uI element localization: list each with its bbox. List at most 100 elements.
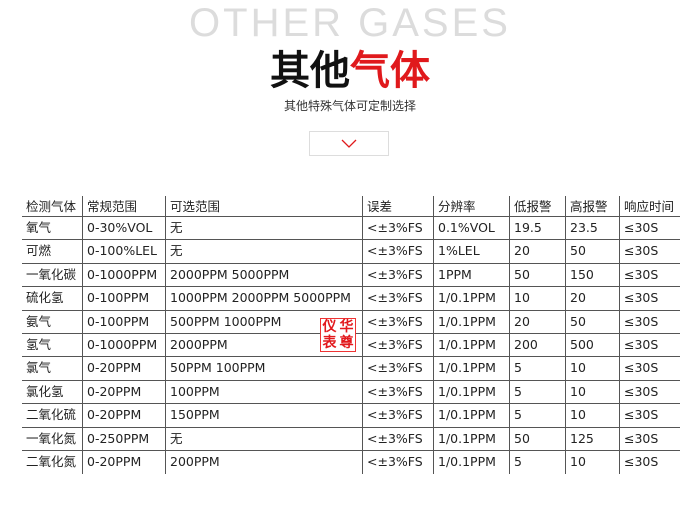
stamp-char: 华: [339, 319, 354, 335]
table-row: 氯气 0-20PPM 50PPM 100PPM <±3%FS 1/0.1PPM 5 10 ≤3…: [22, 357, 680, 381]
cell-text: <±3%FS: [367, 360, 423, 376]
table-cell: 氨气: [22, 310, 83, 333]
table-cell: 0-30%VOL: [83, 217, 166, 240]
table-cell: 5: [510, 380, 566, 404]
table-cell: 可燃: [22, 240, 83, 263]
cell-text: 氧气: [26, 220, 52, 235]
cell-text: 无: [170, 430, 183, 446]
cell-text: 50: [570, 313, 586, 329]
cell-text: 5: [514, 360, 522, 376]
cell-text: 20: [514, 243, 530, 259]
table-cell: <±3%FS: [363, 263, 434, 287]
table-cell: 0-100PPM: [83, 287, 166, 310]
table-cell: 1/0.1PPM: [434, 333, 510, 357]
cell-text: 0-100PPM: [87, 290, 150, 306]
table-cell: 0-1000PPM: [83, 263, 166, 287]
cell-text: 1/0.1PPM: [438, 430, 496, 446]
cell-text: 23.5: [570, 220, 598, 235]
table-cell: 1/0.1PPM: [434, 404, 510, 427]
table-cell: 5: [510, 450, 566, 475]
table-cell: 二氧化硫: [22, 404, 83, 427]
cell-text: 0-20PPM: [87, 453, 142, 469]
cell-text: 0.1%VOL: [438, 220, 495, 235]
cell-text: 5: [514, 383, 522, 399]
table-cell: 200: [510, 333, 566, 357]
table-cell: 500: [566, 333, 620, 357]
table-cell: 20: [566, 287, 620, 310]
cell-text: 50PPM 100PPM: [170, 360, 266, 376]
table-cell: 50PPM 100PPM: [166, 357, 363, 380]
table-row: 氧气 0-30%VOL 无 <±3%FS 0.1%VOL 19.5 23.5 ≤30S: [22, 217, 680, 241]
cell-text: 10: [570, 453, 586, 469]
cell-text: 1/0.1PPM: [438, 313, 496, 329]
table-cell: 1/0.1PPM: [434, 310, 510, 333]
table-cell: 2000PPM: [166, 333, 363, 357]
table-cell: 0-1000PPM: [83, 333, 166, 357]
column-header-cell: 误差: [363, 196, 434, 216]
cell-text: ≤30S: [624, 220, 659, 235]
cell-text: <±3%FS: [367, 266, 423, 282]
table-cell: 50: [510, 263, 566, 287]
column-header: 常规范围: [87, 199, 138, 214]
table-row: 氢气 0-1000PPM 2000PPM <±3%FS 1/0.1PPM 200 500 ≤3…: [22, 333, 680, 358]
table-cell: 无: [166, 427, 363, 450]
table-cell: 硫化氢: [22, 287, 83, 310]
table-cell: 一氧化碳: [22, 263, 83, 287]
table-cell: <±3%FS: [363, 240, 434, 263]
cell-text: 0-1000PPM: [87, 266, 158, 282]
cell-text: 氯化氢: [26, 383, 64, 399]
table-cell: ≤30S: [620, 428, 680, 450]
cell-text: ≤30S: [624, 453, 659, 469]
cell-text: 200: [514, 336, 538, 352]
table-row: 一氧化碳 0-1000PPM 2000PPM 5000PPM <±3%FS 1PPM 50…: [22, 263, 680, 288]
cell-text: 0-250PPM: [87, 430, 150, 446]
column-header-cell: 高报警: [566, 196, 620, 216]
cell-text: 10: [570, 407, 586, 423]
table-cell: 1/0.1PPM: [434, 427, 510, 450]
table-cell: 0-100%LEL: [83, 240, 166, 263]
cell-text: <±3%FS: [367, 430, 423, 446]
cell-text: 氢气: [26, 336, 52, 352]
watermark-stamp: 仪 华 表 尊: [320, 318, 356, 352]
cell-text: 100PPM: [170, 383, 220, 399]
table-cell: 氧气: [22, 217, 83, 240]
gas-spec-table: 检测气体 常规范围 可选范围 误差 分辨率 低报警 高报警 响应时间 氧气 0-30%VOL 无 <±…: [22, 196, 680, 475]
chevron-down-icon: [341, 139, 357, 148]
table-cell: ≤30S: [620, 404, 680, 426]
cell-text: 10: [570, 360, 586, 376]
cell-text: 一氧化碳: [26, 266, 77, 282]
cell-text: 1/0.1PPM: [438, 407, 496, 423]
cell-text: 1/0.1PPM: [438, 453, 496, 469]
cell-text: 50: [570, 243, 586, 259]
table-cell: ≤30S: [620, 451, 680, 474]
table-cell: 5: [510, 404, 566, 427]
column-header: 可选范围: [170, 199, 221, 214]
table-cell: 10: [566, 404, 620, 427]
cell-text: 0-30%VOL: [87, 220, 153, 235]
column-header-cell: 可选范围: [166, 196, 363, 216]
cell-text: 50: [514, 266, 530, 282]
cell-text: ≤30S: [624, 313, 659, 329]
column-header: 高报警: [570, 199, 608, 214]
cell-text: 0-100%LEL: [87, 243, 158, 259]
table-cell: <±3%FS: [363, 380, 434, 404]
table-row: 二氧化硫 0-20PPM 150PPM <±3%FS 1/0.1PPM 5 10 ≤30S: [22, 404, 680, 428]
table-cell: 50: [566, 310, 620, 333]
table-cell: 500PPM 1000PPM: [166, 310, 363, 333]
cell-text: 无: [170, 220, 183, 235]
table-cell: <±3%FS: [363, 357, 434, 380]
cell-text: ≤30S: [624, 266, 659, 282]
table-cell: 20: [510, 310, 566, 333]
table-row: 硫化氢 0-100PPM 1000PPM 2000PPM 5000PPM <±3%FS…: [22, 287, 680, 311]
cell-text: <±3%FS: [367, 290, 423, 306]
table-cell: ≤30S: [620, 381, 680, 403]
column-header: 检测气体: [26, 199, 77, 214]
table-cell: <±3%FS: [363, 450, 434, 475]
cell-text: ≤30S: [624, 243, 659, 259]
title-red-part: 气体: [350, 48, 430, 94]
table-cell: 0-20PPM: [83, 380, 166, 404]
table-cell: 10: [510, 287, 566, 310]
expand-button[interactable]: [309, 131, 389, 156]
table-cell: 1/0.1PPM: [434, 450, 510, 475]
cell-text: 50: [514, 430, 530, 446]
